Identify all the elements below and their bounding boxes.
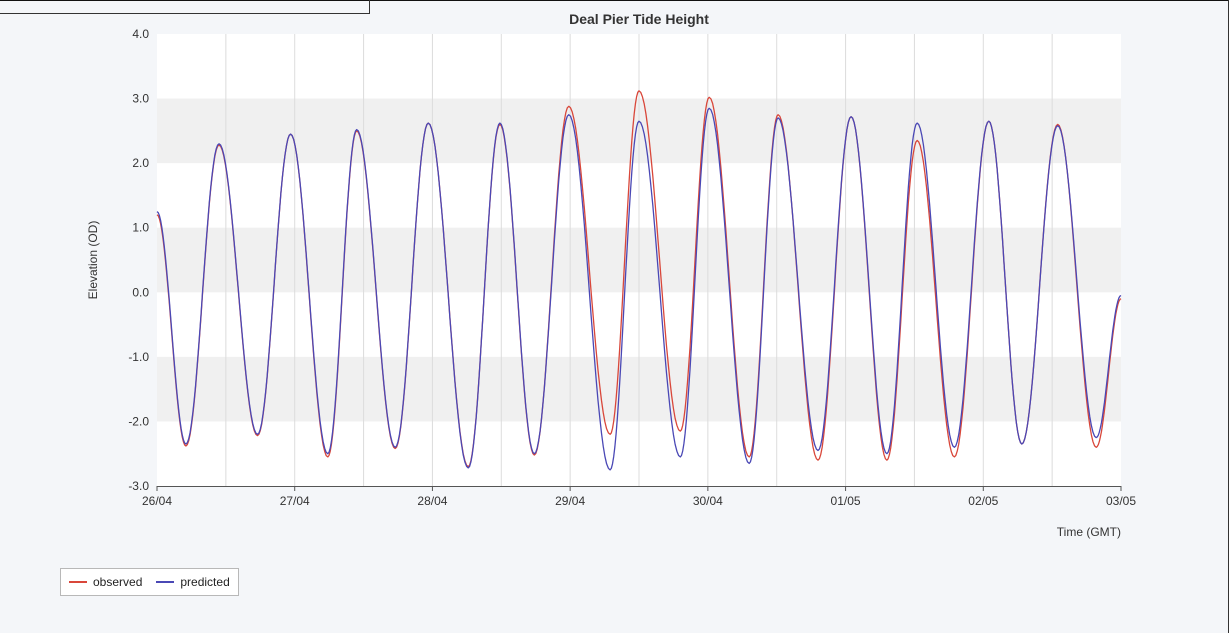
x-tick-label-7: 03/05 [1106,494,1136,508]
y-tick-label-3: 1.0 [132,221,149,235]
vertical-grid-lines [225,34,1053,486]
top-border [0,0,1229,1]
x-tick-label-6: 02/05 [968,494,998,508]
legend-label-observed: observed [93,575,143,589]
x-tick-label-4: 30/04 [693,494,723,508]
y-tick-label-7: -3.0 [128,479,149,493]
y-tick-label-6: -2.0 [128,414,149,428]
y-tick-label-2: 2.0 [132,156,149,170]
x-tick-label-1: 27/04 [280,494,310,508]
legend-swatch-observed [69,581,87,583]
x-axis-label: Time (GMT) [1057,525,1121,539]
x-tick-label-3: 29/04 [555,494,585,508]
header-tab-box [0,0,370,14]
y-tick-label-4: 0.0 [132,285,149,299]
y-axis-ticks: 4.0 3.0 2.0 1.0 0.0 -1.0 -2.0 -3.0 [128,27,149,493]
legend-item-predicted[interactable]: predicted [156,575,230,589]
y-axis-label: Elevation (OD) [86,221,100,300]
x-tick-label-0: 26/04 [142,494,172,508]
legend: observed predicted [60,568,239,596]
series-lines [156,90,1122,471]
legend-label-predicted: predicted [180,575,230,589]
x-tick-label-2: 28/04 [417,494,447,508]
legend-swatch-predicted [156,581,175,583]
y-tick-label-1: 3.0 [132,92,149,106]
y-tick-label-5: -1.0 [128,350,149,364]
y-tick-label-0: 4.0 [132,27,149,41]
x-axis-ticks: 26/04 27/04 28/04 29/04 30/04 01/05 02/05 03/05 [142,486,1136,508]
legend-item-observed[interactable]: observed [69,575,142,589]
x-tick-label-5: 01/05 [831,494,861,508]
series-line-predicted [156,107,1122,471]
chart-title: Deal Pier Tide Height [569,11,709,27]
